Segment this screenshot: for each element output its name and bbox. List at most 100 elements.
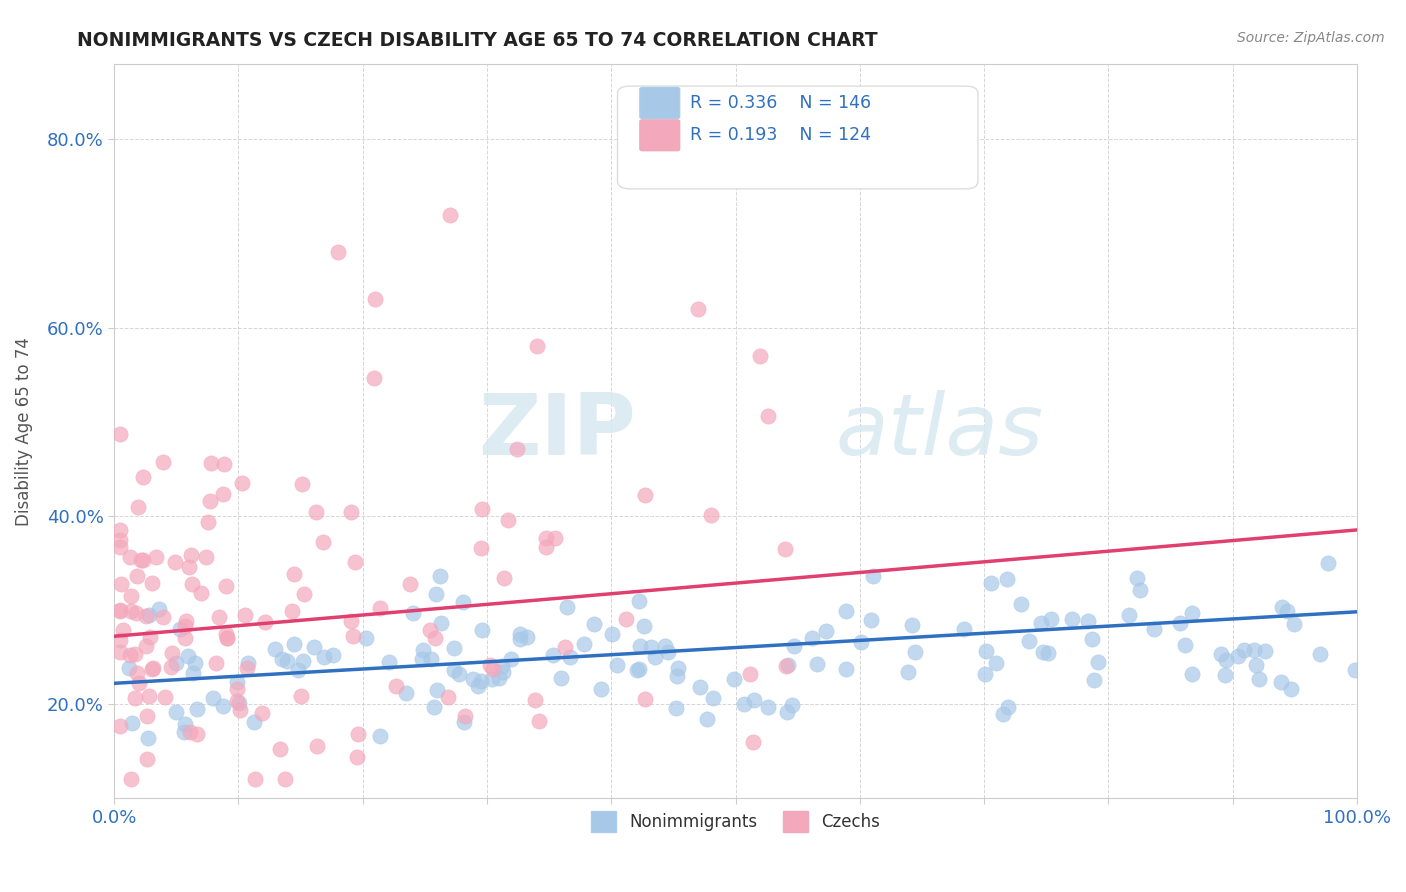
- Point: [437, 690, 460, 704]
- Text: NONIMMIGRANTS VS CZECH DISABILITY AGE 65 TO 74 CORRELATION CHART: NONIMMIGRANTS VS CZECH DISABILITY AGE 65…: [77, 31, 877, 50]
- Point: [110, 576, 132, 591]
- Point: [574, 637, 596, 651]
- Point: [1344, 663, 1367, 677]
- Point: [302, 640, 325, 654]
- Point: [159, 660, 181, 674]
- Point: [835, 662, 858, 676]
- Point: [470, 541, 492, 555]
- Point: [135, 639, 157, 653]
- Point: [1083, 673, 1105, 687]
- Point: [118, 661, 141, 675]
- Point: [186, 702, 208, 716]
- Point: [1174, 638, 1197, 652]
- Point: [700, 508, 723, 522]
- Point: [141, 661, 163, 675]
- Point: [160, 647, 183, 661]
- Point: [443, 663, 465, 677]
- Point: [425, 587, 447, 601]
- Point: [281, 604, 304, 618]
- Point: [1077, 614, 1099, 628]
- Point: [1233, 643, 1256, 657]
- Point: [120, 589, 142, 603]
- Point: [997, 699, 1019, 714]
- Point: [976, 644, 998, 658]
- Point: [526, 339, 548, 353]
- Point: [174, 618, 197, 632]
- Point: [138, 607, 160, 622]
- Point: [478, 658, 501, 673]
- Point: [118, 549, 141, 564]
- Point: [377, 655, 399, 669]
- Text: Source: ZipAtlas.com: Source: ZipAtlas.com: [1237, 31, 1385, 45]
- Point: [980, 575, 1002, 590]
- Point: [142, 661, 165, 675]
- Point: [111, 623, 134, 637]
- Point: [773, 542, 796, 557]
- Point: [174, 717, 197, 731]
- Point: [1180, 606, 1202, 620]
- Point: [471, 623, 494, 637]
- Point: [136, 752, 159, 766]
- Point: [1087, 655, 1109, 669]
- Point: [541, 648, 564, 663]
- Point: [120, 648, 142, 662]
- Point: [129, 552, 152, 566]
- Point: [287, 663, 309, 677]
- Point: [250, 706, 273, 720]
- Point: [226, 682, 249, 697]
- Point: [125, 606, 148, 620]
- Point: [1032, 645, 1054, 659]
- Point: [775, 658, 797, 673]
- Point: [110, 644, 132, 658]
- Point: [491, 658, 513, 673]
- Point: [429, 568, 451, 582]
- Point: [198, 493, 221, 508]
- Point: [1036, 646, 1059, 660]
- Point: [953, 622, 976, 636]
- Point: [346, 727, 368, 741]
- Point: [183, 656, 205, 670]
- Point: [1118, 608, 1140, 623]
- Point: [626, 663, 648, 677]
- Point: [292, 587, 315, 601]
- Legend: Nonimmigrants, Czechs: Nonimmigrants, Czechs: [578, 797, 893, 845]
- Point: [127, 500, 149, 514]
- Point: [110, 427, 132, 442]
- Point: [305, 739, 328, 753]
- Point: [342, 629, 364, 643]
- Point: [509, 627, 531, 641]
- Point: [363, 371, 385, 385]
- Point: [148, 602, 170, 616]
- Point: [402, 607, 425, 621]
- Point: [776, 657, 799, 672]
- Point: [186, 727, 208, 741]
- Point: [270, 652, 292, 666]
- Point: [419, 652, 441, 666]
- Point: [211, 699, 233, 714]
- Point: [666, 660, 689, 674]
- Point: [453, 594, 475, 608]
- Point: [461, 672, 484, 686]
- Point: [654, 639, 676, 653]
- Point: [555, 600, 578, 615]
- Point: [138, 689, 160, 703]
- Point: [1129, 583, 1152, 598]
- Point: [127, 569, 149, 583]
- Point: [290, 689, 312, 703]
- Point: [120, 772, 142, 787]
- Point: [132, 470, 155, 484]
- Point: [136, 731, 159, 745]
- Text: atlas: atlas: [835, 390, 1043, 473]
- Point: [312, 535, 335, 549]
- Point: [202, 690, 225, 705]
- Point: [496, 513, 519, 527]
- Point: [368, 600, 391, 615]
- FancyBboxPatch shape: [640, 87, 679, 119]
- Point: [640, 640, 662, 655]
- Point: [554, 640, 576, 655]
- Point: [591, 682, 613, 697]
- Point: [628, 639, 651, 653]
- Point: [426, 682, 449, 697]
- Point: [1181, 666, 1204, 681]
- Point: [862, 569, 884, 583]
